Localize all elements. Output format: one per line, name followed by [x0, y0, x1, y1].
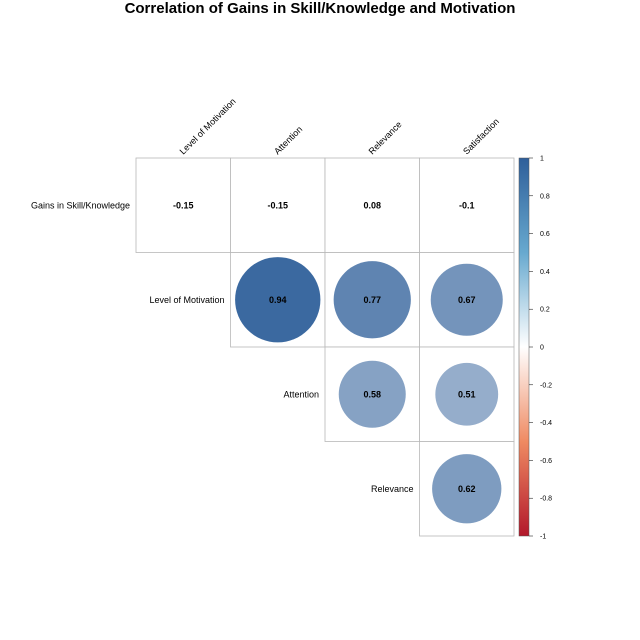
color-scale-tick-label: -0.4	[540, 420, 552, 427]
correlation-value-label: 0.77	[363, 295, 381, 305]
matrix-cell	[324, 157, 420, 253]
color-scale-tick-label: -0.8	[540, 496, 552, 503]
correlation-circle	[430, 263, 503, 336]
color-scale-tick-label: 0	[540, 345, 544, 352]
color-scale-tick-label: 0.8	[540, 193, 550, 200]
correlation-value-label: 0.67	[458, 295, 476, 305]
matrix-cell	[419, 157, 515, 253]
correlation-value-label: -0.15	[173, 200, 194, 210]
color-scale-tick-label: 0.2	[540, 307, 550, 314]
color-scale-tick-label: -1	[540, 534, 546, 541]
color-scale-tick-label: 0.6	[540, 231, 550, 238]
matrix-cell	[230, 157, 326, 253]
correlation-value-label: -0.1	[459, 200, 475, 210]
column-label-satisfaction: Satisfaction	[461, 116, 501, 156]
color-scale-ticks: 1 0.8 0.6 0.4 0.2 0 -0.2 -0.4 -0.6 -0.8 -1	[529, 156, 552, 541]
matrix-cell	[135, 157, 231, 253]
correlation-value-label: -0.15	[267, 200, 288, 210]
correlation-circle	[435, 362, 499, 426]
row-labels: Gains in Skill/Knowledge Level of Motivat…	[31, 200, 414, 494]
column-labels: Level of Motivation Attention Relevance Sat…	[178, 96, 501, 156]
correlation-circle	[432, 454, 502, 524]
correlation-circle	[235, 257, 321, 343]
correlation-circle	[338, 360, 406, 428]
row-label-relevance: Relevance	[371, 484, 414, 494]
color-scale-tick-label: 0.4	[540, 269, 550, 276]
chart-title: Correlation of Gains in Skill/Knowledge …	[125, 0, 516, 17]
correlation-value-label: 0.08	[363, 200, 381, 210]
row-label-gains-in-skill-knowledge: Gains in Skill/Knowledge	[31, 200, 130, 210]
color-scale-tick-label: 1	[540, 156, 544, 163]
column-label-relevance: Relevance	[367, 119, 404, 156]
row-label-attention: Attention	[283, 389, 319, 399]
correlation-values: -0.15 -0.15 0.08 -0.1 0.94 0.77 0.67 0.58 0.51 0.…	[173, 200, 476, 494]
correlation-value-label: 0.94	[269, 295, 287, 305]
correlation-circle	[333, 261, 411, 339]
column-label-attention: Attention	[272, 124, 304, 156]
row-label-level-of-motivation: Level of Motivation	[149, 295, 224, 305]
correlation-circles	[235, 257, 503, 524]
column-label-level-of-motivation: Level of Motivation	[178, 96, 238, 156]
color-scale-bar	[518, 157, 530, 537]
correlation-value-label: 0.58	[363, 389, 381, 399]
color-scale-tick-label: -0.6	[540, 458, 552, 465]
correlation-value-label: 0.51	[458, 389, 476, 399]
color-scale-tick-label: -0.2	[540, 382, 552, 389]
correlation-value-label: 0.62	[458, 484, 476, 494]
